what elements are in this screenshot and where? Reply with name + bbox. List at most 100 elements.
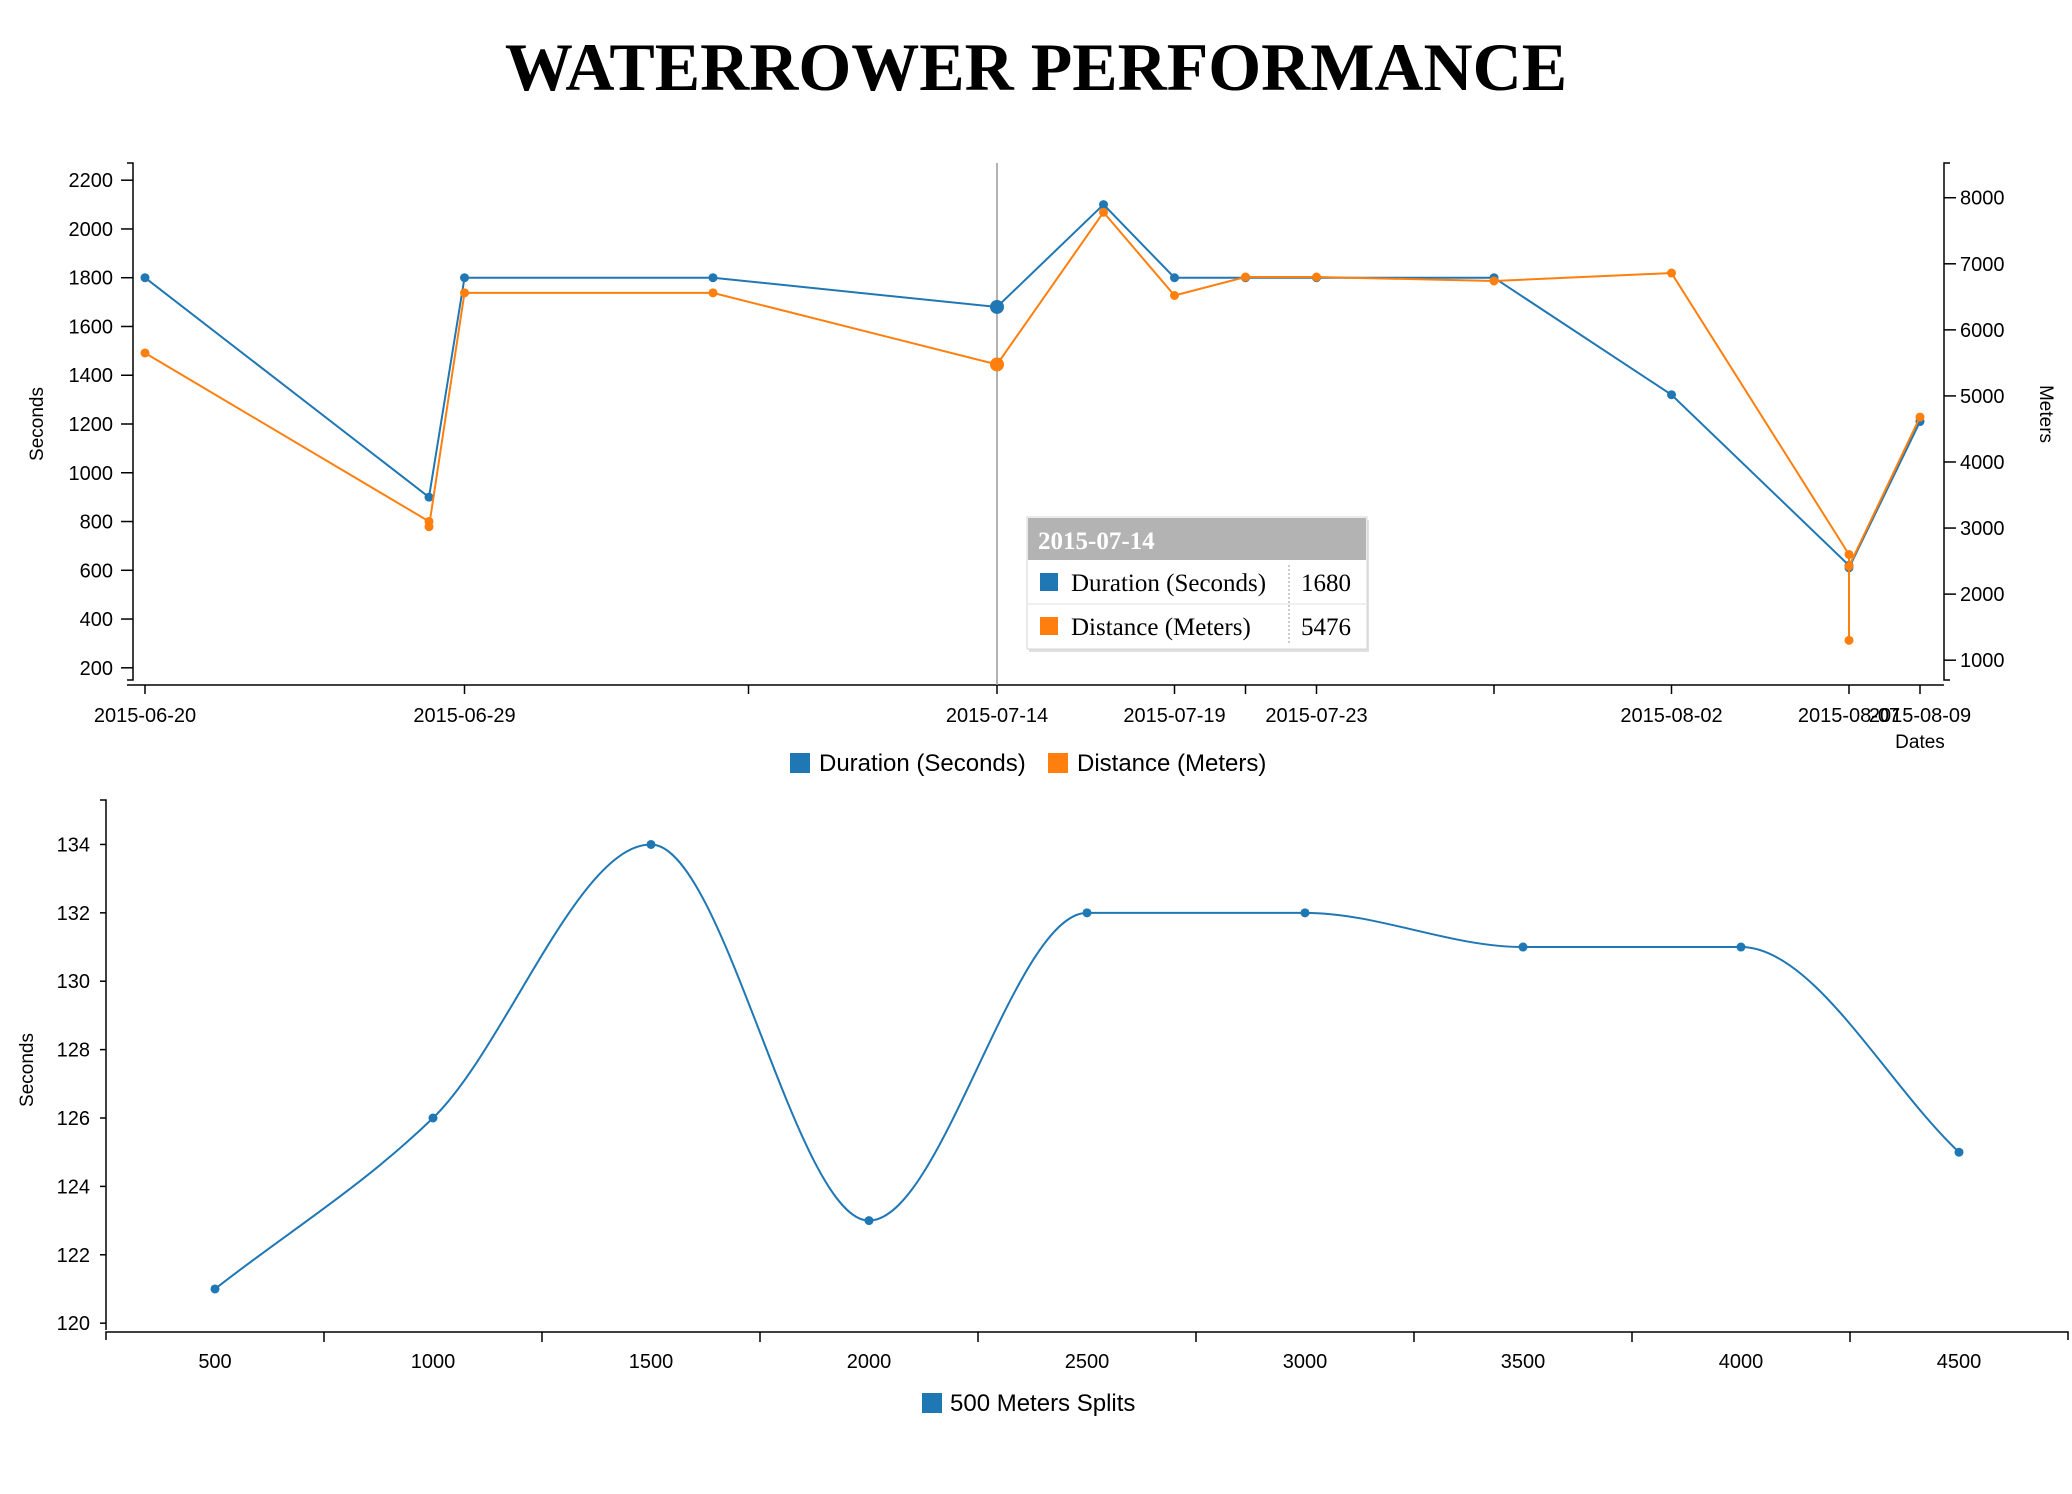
data-point [140,273,150,283]
tooltip-swatch [1040,617,1058,635]
legend-label: Distance (Meters) [1077,750,1266,777]
left-y-axis [127,162,134,681]
series-line [144,210,1921,641]
data-point [1736,942,1746,952]
tooltip-date: 2015-07-14 [1038,528,1155,555]
y-tick-label: 120 [57,1313,90,1335]
y-tick-label: 1800 [69,268,114,290]
y-tick-label: 1600 [69,316,114,338]
data-point [1954,1147,1964,1157]
data-point [1300,908,1310,918]
tooltip-label: Duration (Seconds) [1071,570,1266,597]
y-axis-title: Seconds [27,387,48,461]
y-axis [100,799,107,1330]
x-tick-label: 3000 [1283,1351,1328,1373]
y-tick-label: 2200 [69,170,114,192]
y2-tick-label: 4000 [1960,452,2005,474]
legend-swatch [922,1393,942,1413]
tooltip-swatch [1040,573,1058,591]
y2-tick-label: 6000 [1960,320,2005,342]
data-point [990,299,1004,314]
x-tick-label: 2015-06-20 [94,705,196,727]
y-tick-label: 2000 [69,219,114,241]
y-tick-label: 126 [57,1108,90,1130]
x-tick-label: 2000 [847,1351,892,1373]
y2-tick-label: 1000 [1960,650,2005,672]
data-point [1844,635,1854,645]
right-y-axis [1943,162,1950,681]
data-point [1099,200,1108,210]
legend-swatch [790,753,810,773]
series-line [214,843,1960,1290]
tooltip-header [1028,518,1366,560]
y2-tick-label: 3000 [1960,518,2005,540]
legend: Duration (Seconds) Distance (Meters) [790,750,1266,777]
x-axis-title: Dates [1895,732,1945,753]
x-tick-label: 2015-08-09 [1869,705,1971,727]
data-point [708,273,718,283]
tooltip-value: 1680 [1301,570,1351,597]
x-tick-label: 2500 [1065,1351,1110,1373]
y-tick-label: 130 [57,971,90,993]
x-tick-label: 2015-08-07 [1798,705,1900,727]
x-tick-label: 2015-07-23 [1265,705,1367,727]
data-point [1489,276,1499,286]
y2-tick-label: 2000 [1960,584,2005,606]
x-tick-label: 2015-07-19 [1123,705,1225,727]
y-tick-label: 124 [57,1176,90,1198]
x-tick-label: 4000 [1719,1351,1764,1373]
y2-tick-label: 7000 [1960,254,2005,276]
y2-tick-label: 8000 [1960,188,2005,210]
data-point [1170,273,1179,283]
x-tick-label: 2015-06-29 [413,705,515,727]
data-point [424,492,434,502]
data-point [1667,268,1676,278]
data-point [140,348,150,358]
x-tick-label: 500 [198,1351,231,1373]
x-tick-label: 1000 [411,1351,456,1373]
x-tick-label: 1500 [629,1351,674,1373]
legend-label: Duration (Seconds) [819,750,1026,777]
tooltip: 2015-07-14 Duration (Seconds) 1680 Distance… [1026,516,1369,652]
x-tick-label: 2015-08-02 [1620,705,1722,727]
tooltip-value: 5476 [1301,614,1351,641]
y2-tick-label: 5000 [1960,386,2005,408]
y-axis-title: Seconds [17,1033,38,1107]
data-point [1312,272,1321,282]
data-point [646,839,656,849]
x-tick-label: 3500 [1501,1351,1546,1373]
page-title: WATERROWER PERFORMANCE [504,29,1568,105]
y-tick-label: 400 [80,609,113,631]
performance-line-chart: 200 400 600 800 1000 1200 1400 1600 1800 2000 2200… [27,162,2056,777]
data-point [1518,942,1528,952]
data-point [1099,207,1108,217]
y-tick-label: 132 [57,903,90,925]
y-tick-label: 1000 [69,463,114,485]
y-tick-label: 122 [57,1245,90,1267]
x-tick-label: 4500 [1937,1351,1982,1373]
legend-swatch [1048,753,1068,773]
data-point [210,1284,220,1294]
y2-axis-title: Meters [2035,385,2056,443]
y-tick-label: 800 [80,512,113,534]
y-tick-label: 600 [80,560,113,582]
y-tick-label: 200 [80,658,113,680]
legend-label: 500 Meters Splits [950,1390,1135,1417]
tooltip-label: Distance (Meters) [1071,614,1251,641]
y-tick-label: 128 [57,1040,90,1062]
data-point [1082,908,1092,918]
data-point [1667,390,1676,400]
data-point [990,357,1004,372]
data-point [1170,291,1179,301]
legend: 500 Meters Splits [922,1390,1135,1417]
y-tick-label: 134 [57,834,90,856]
data-point [460,288,469,298]
y-tick-label: 1400 [69,365,114,387]
data-point [708,288,718,298]
x-tick-label: 2015-07-14 [946,705,1048,727]
data-point [864,1216,874,1226]
data-point [424,522,434,532]
data-point [460,273,469,283]
data-point [1844,549,1854,559]
